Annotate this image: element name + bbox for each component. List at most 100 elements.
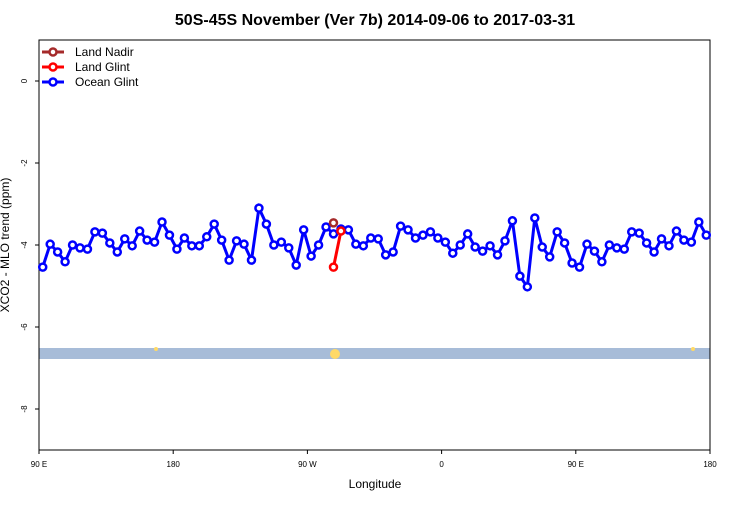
point (448, 248, 458, 258)
point (179, 233, 190, 243)
point (507, 216, 518, 226)
point (373, 234, 383, 244)
point (544, 252, 555, 262)
point (582, 239, 592, 249)
y-tick-label: 0 (20, 78, 29, 83)
point (306, 251, 316, 261)
x-tick-label: 0 (439, 460, 444, 469)
point (187, 241, 197, 251)
point (209, 219, 219, 229)
point (261, 219, 272, 229)
point (470, 242, 480, 252)
point (75, 243, 85, 253)
point (358, 241, 369, 251)
point (612, 243, 622, 253)
point (597, 257, 607, 267)
point (149, 237, 160, 247)
legend-label: Land Nadir (75, 45, 134, 59)
legend-label: Land Glint (75, 60, 130, 74)
point (164, 230, 175, 240)
point (67, 240, 78, 250)
point (604, 240, 615, 250)
point (552, 227, 562, 237)
point (90, 227, 100, 237)
point (328, 218, 339, 228)
point (649, 247, 659, 257)
point (530, 213, 540, 223)
point (626, 227, 637, 237)
point (105, 238, 115, 248)
point (239, 239, 249, 249)
land-band (39, 348, 710, 359)
point (172, 244, 182, 254)
y-tick-label: -4 (20, 241, 29, 249)
chart-title: 50S-45S November (Ver 7b) 2014-09-06 to … (175, 12, 575, 29)
y-tick-label: -6 (20, 323, 29, 331)
point (477, 246, 488, 256)
point (127, 241, 137, 251)
x-axis-label: Longitude (349, 477, 402, 491)
point (395, 221, 406, 231)
point (194, 241, 205, 251)
x-tick-label: 90 E (31, 460, 47, 469)
point (686, 237, 697, 247)
point (418, 230, 428, 240)
point (321, 222, 331, 232)
point (224, 255, 234, 265)
point (515, 271, 525, 281)
point (276, 237, 287, 247)
point (500, 236, 510, 246)
point (202, 232, 212, 242)
point (351, 239, 361, 249)
point (142, 235, 152, 245)
point (567, 258, 577, 268)
legend-marker (48, 62, 58, 72)
point (134, 226, 145, 236)
point (634, 228, 644, 238)
y-tick-label: -8 (20, 405, 29, 413)
point (269, 240, 279, 250)
point (589, 246, 600, 256)
x-tick-label: 90 E (568, 460, 584, 469)
point (119, 234, 130, 244)
point (298, 225, 309, 235)
point (60, 257, 70, 267)
y-tick-label: -2 (20, 159, 29, 167)
point (284, 243, 294, 253)
legend-label: Ocean Glint (75, 75, 139, 89)
point (112, 247, 123, 257)
point (522, 282, 533, 292)
point (388, 247, 398, 257)
point (440, 237, 451, 247)
point (574, 262, 585, 272)
point (157, 217, 167, 227)
point (231, 236, 242, 246)
point (694, 217, 704, 227)
point (664, 241, 674, 251)
point (455, 240, 465, 250)
point (366, 233, 376, 243)
x-tick-label: 180 (167, 460, 181, 469)
point (403, 225, 413, 235)
point (425, 227, 436, 237)
point (462, 229, 473, 239)
legend-marker (48, 47, 58, 57)
land-dot (330, 349, 340, 359)
x-tick-label: 180 (703, 460, 717, 469)
point (433, 233, 443, 243)
point (328, 229, 339, 239)
point (559, 238, 570, 248)
legend-marker (48, 77, 58, 87)
point (492, 250, 503, 260)
point (410, 233, 421, 243)
point (641, 238, 652, 248)
point (52, 247, 63, 257)
point (45, 239, 55, 249)
y-axis-label: XCO2 - MLO trend (ppm) (0, 178, 12, 313)
point (336, 226, 346, 236)
series-line (332, 230, 343, 268)
point (701, 230, 712, 240)
point (246, 255, 257, 265)
